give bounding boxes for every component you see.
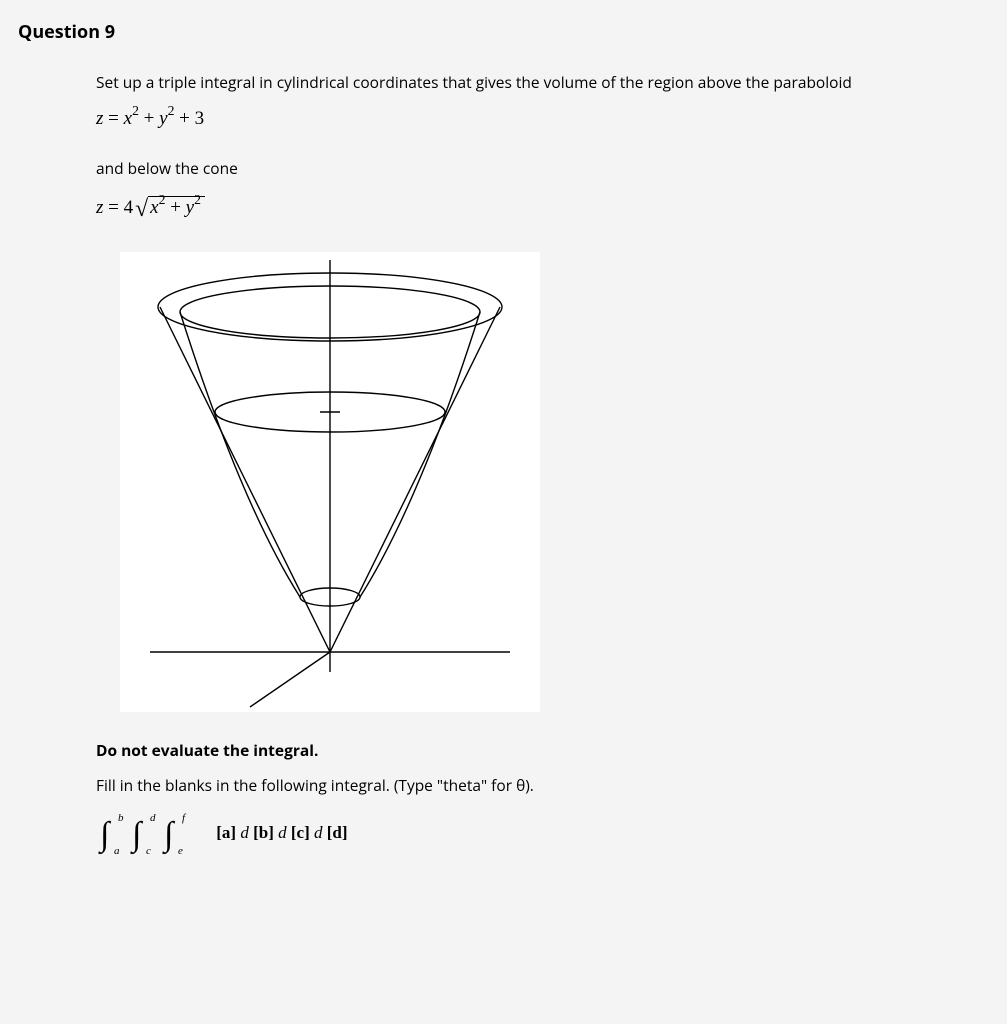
eq1-lhs: z — [96, 108, 103, 129]
svg-text:∫: ∫ — [130, 816, 144, 855]
figure-diagram — [120, 252, 540, 712]
svg-text:∫: ∫ — [162, 816, 176, 855]
svg-text:b: b — [118, 812, 124, 824]
equation-cone: z = 4√x2 + y2 — [96, 190, 989, 228]
prompt-text: Set up a triple integral in cylindrical … — [96, 72, 989, 94]
svg-text:c: c — [146, 845, 151, 855]
between-text: and below the cone — [96, 158, 989, 180]
equation-paraboloid: z = x2 + y2 + 3 — [96, 104, 989, 134]
svg-text:f: f — [182, 812, 187, 824]
fill-blanks-instruction: Fill in the blanks in the following inte… — [96, 775, 989, 797]
integrand-tail: [a] d [b] d [c] d [d] — [210, 821, 347, 845]
question-title: Question 9 — [18, 20, 989, 44]
svg-text:a: a — [114, 845, 120, 855]
eq2-lhs: z — [96, 197, 103, 218]
no-evaluate-instruction: Do not evaluate the integral. — [96, 740, 989, 762]
question-body: Set up a triple integral in cylindrical … — [96, 72, 989, 855]
integral-expression: ∫ b a ∫ d c ∫ f e [a] d [b] d [c] d — [96, 811, 989, 855]
svg-text:d: d — [150, 812, 156, 824]
svg-text:∫: ∫ — [98, 816, 112, 855]
svg-text:e: e — [178, 845, 183, 855]
